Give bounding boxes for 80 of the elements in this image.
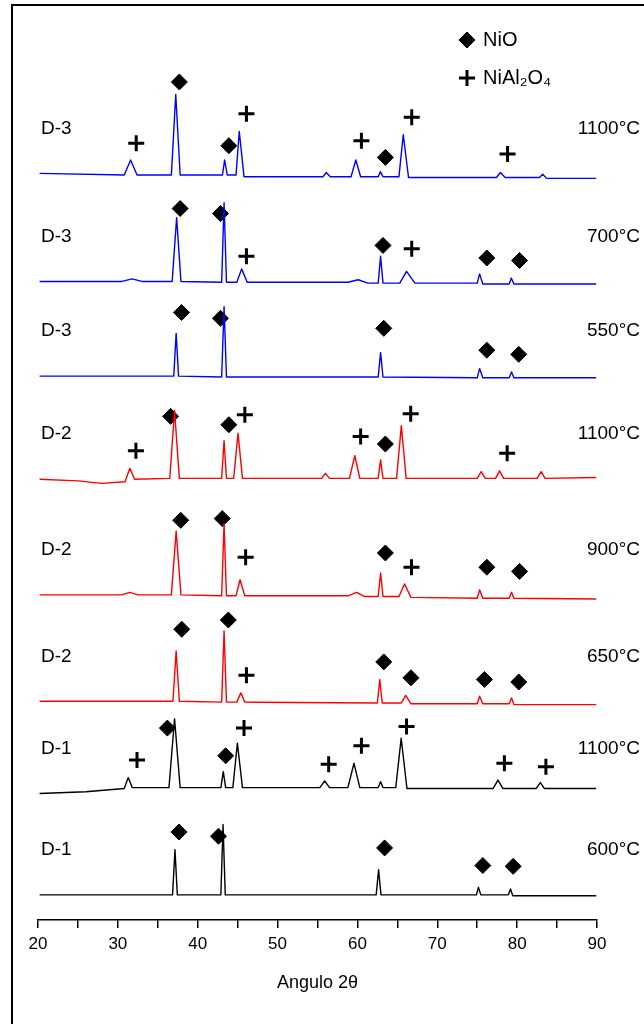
point	[376, 148, 394, 166]
x-tick-label: 90	[587, 933, 607, 953]
point	[478, 341, 496, 359]
annotation: 700°C	[586, 224, 640, 246]
annotation: 900°C	[586, 538, 640, 560]
annotation: D-3	[41, 116, 72, 138]
x-tick-label: 80	[507, 933, 527, 953]
x-tick-label: 70	[427, 933, 447, 953]
point	[236, 104, 256, 124]
point	[235, 405, 255, 425]
point	[401, 404, 421, 424]
annotation: D-3	[41, 319, 72, 341]
point	[478, 558, 496, 576]
annotation: 1100°C	[577, 422, 640, 444]
annotation: 550°C	[586, 319, 640, 341]
point	[376, 839, 394, 857]
point	[351, 426, 371, 446]
annotation: 600°C	[586, 838, 640, 860]
point	[397, 716, 417, 736]
point	[536, 757, 556, 777]
point	[401, 557, 421, 577]
point	[375, 653, 393, 671]
annotation: D-2	[41, 538, 72, 560]
point	[236, 246, 256, 266]
point	[402, 107, 422, 127]
point	[376, 544, 394, 562]
point	[220, 137, 238, 155]
point	[475, 670, 493, 688]
point	[351, 131, 371, 151]
point	[402, 669, 420, 687]
point	[170, 73, 188, 91]
point	[510, 345, 528, 363]
x-axis-title: Angulo 2θ	[276, 972, 359, 993]
point	[494, 753, 514, 773]
point	[351, 736, 371, 756]
point	[504, 857, 522, 875]
x-tick-label: 30	[108, 933, 128, 953]
point	[511, 562, 529, 580]
point	[478, 249, 496, 267]
point	[127, 750, 147, 770]
annotation: D-2	[41, 422, 72, 444]
annotation: 650°C	[586, 644, 640, 666]
point	[219, 611, 237, 629]
point	[376, 435, 394, 453]
point	[497, 443, 517, 463]
point	[170, 823, 188, 841]
point	[172, 511, 190, 529]
point	[173, 303, 190, 321]
point	[236, 665, 256, 685]
point	[213, 510, 231, 528]
legend-label: NiAl₂O₄	[483, 65, 552, 88]
annotation: 1100°C	[577, 736, 640, 758]
point	[498, 144, 518, 164]
x-tick-label: 60	[347, 933, 367, 953]
point	[217, 747, 235, 765]
point	[234, 718, 254, 738]
annotation: 1100°C	[577, 116, 640, 138]
x-tick-label: 50	[268, 933, 288, 953]
x-tick-label: 20	[28, 933, 48, 953]
annotation: D-3	[41, 224, 72, 246]
point	[319, 754, 339, 774]
point	[220, 416, 238, 434]
x-tick-label: 40	[188, 933, 208, 953]
point	[402, 239, 422, 259]
annotation: D-2	[41, 644, 72, 666]
point	[209, 827, 227, 845]
point	[158, 719, 176, 737]
point	[374, 236, 392, 254]
point	[171, 200, 189, 218]
point	[236, 547, 256, 567]
point	[511, 251, 529, 269]
point	[375, 319, 393, 337]
annotation: D-1	[41, 736, 72, 758]
point	[510, 673, 528, 691]
point	[474, 857, 492, 875]
point	[126, 133, 146, 153]
annotation: D-1	[41, 838, 72, 860]
legend-label: NiO	[483, 27, 518, 50]
point	[173, 620, 191, 638]
point	[126, 441, 146, 461]
